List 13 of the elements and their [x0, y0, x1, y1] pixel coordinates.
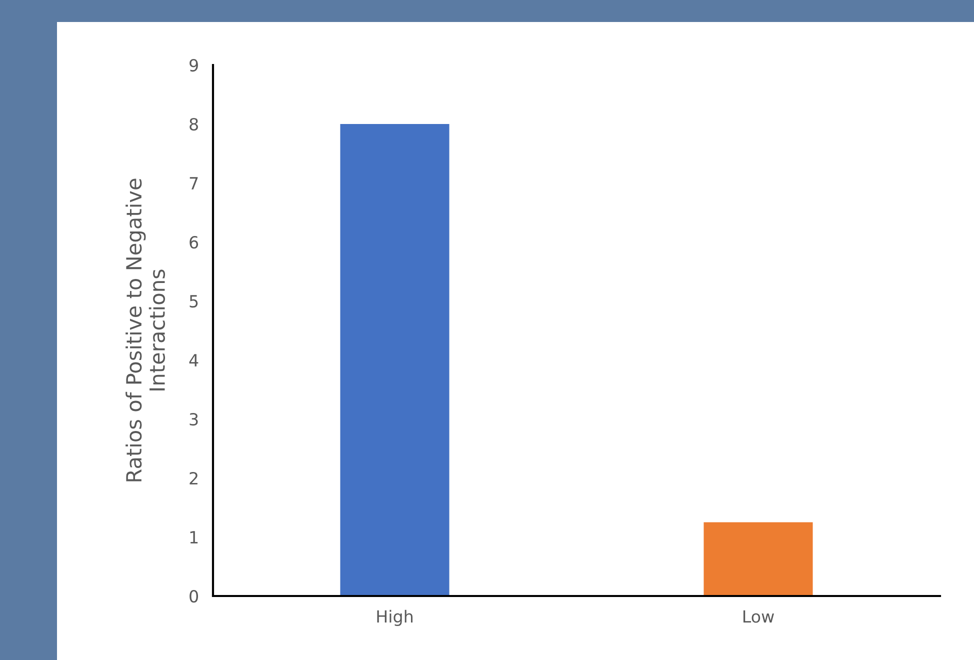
y-tick-label: 0 — [190, 590, 198, 603]
y-tick-label: 9 — [190, 58, 198, 72]
y-tick-label: 7 — [190, 177, 198, 190]
y-tick-label: 5 — [190, 295, 198, 308]
y-tick-label: 4 — [189, 354, 198, 366]
y-axis-title: Ratios of Positive to Negative Interactions — [126, 178, 166, 482]
y-tick-label: 1 — [190, 531, 198, 544]
y-tick-label: 3 — [190, 412, 198, 426]
y-tick-label: 6 — [190, 236, 198, 249]
y-tick-label: 8 — [190, 118, 198, 131]
x-tick-label: Low — [743, 610, 774, 623]
x-tick-label: High — [377, 610, 412, 626]
y-tick-label: 2 — [190, 472, 198, 484]
